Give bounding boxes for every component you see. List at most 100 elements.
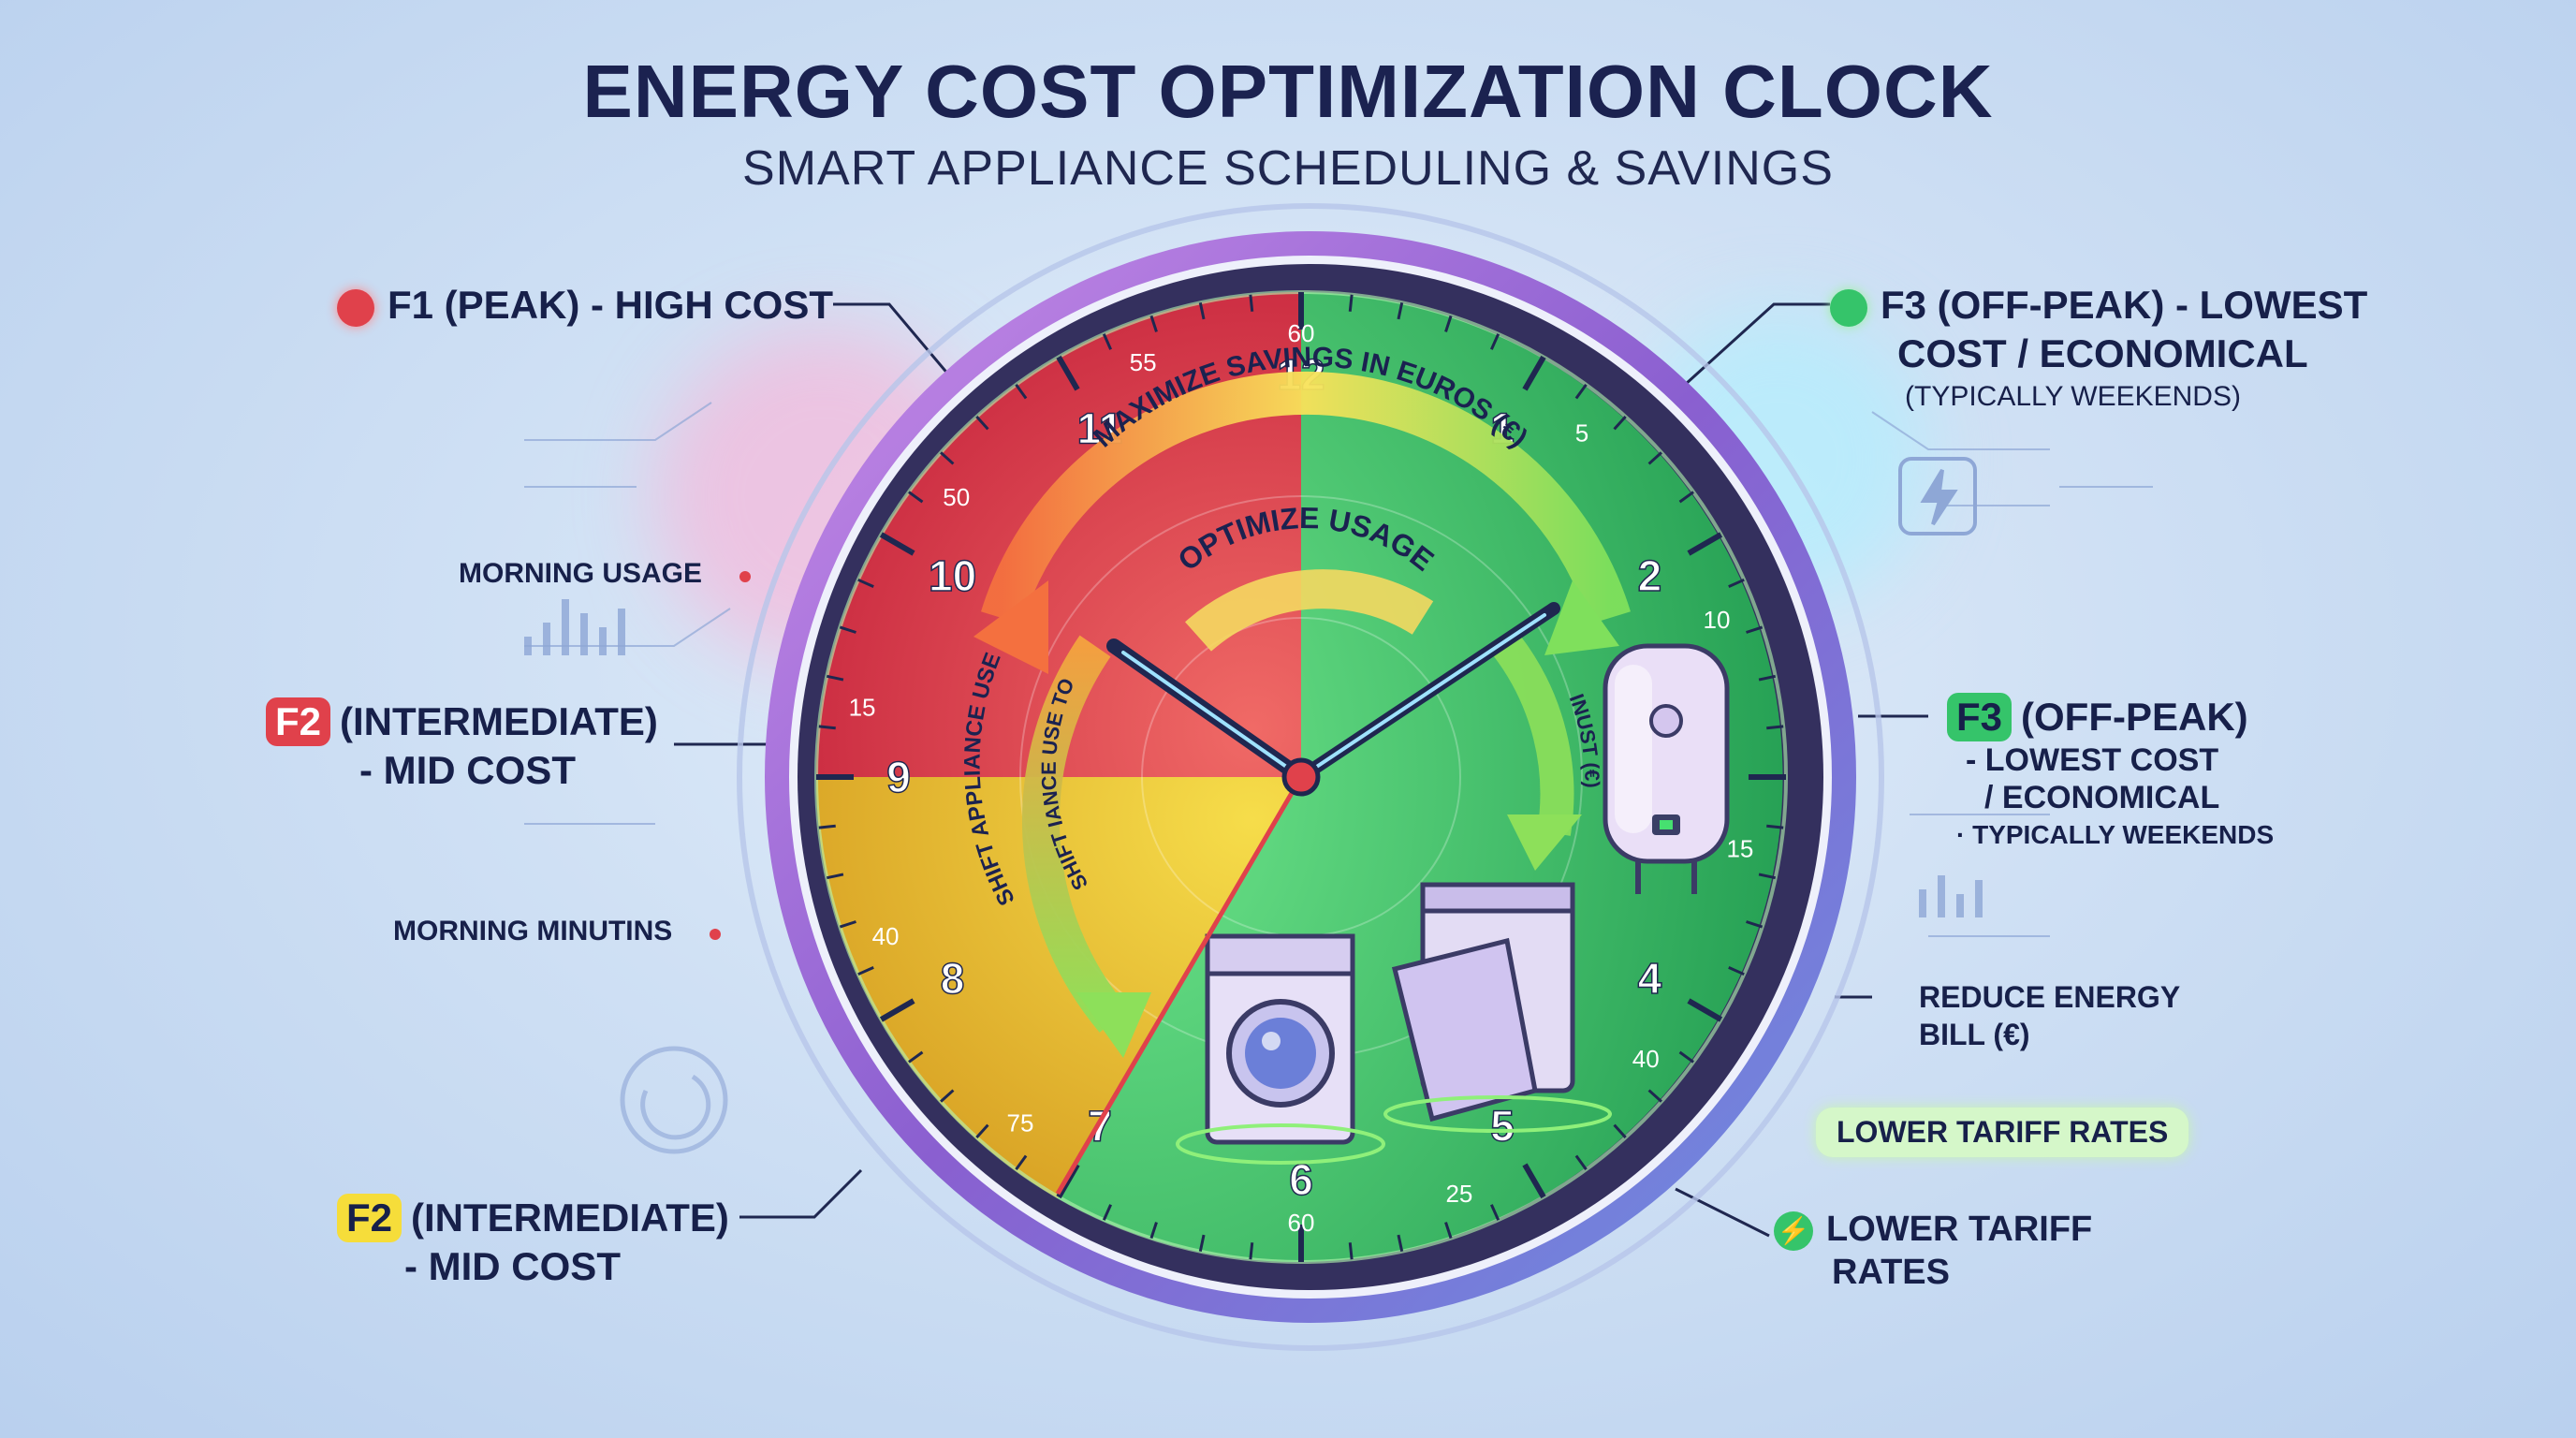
- f3-top-note: (TYPICALLY WEEKENDS): [1905, 381, 2241, 412]
- label-f3-top: F3 (OFF-PEAK) - LOWEST COST / ECONOMICAL…: [1830, 281, 2367, 416]
- tick-mark: [1198, 1234, 1206, 1252]
- f3-mid-tag: F3: [1947, 693, 2012, 741]
- lightning-box-icon: [1898, 457, 1977, 536]
- hour-number-5: 5: [1490, 1101, 1515, 1150]
- lower-line2: RATES: [1832, 1253, 1950, 1292]
- minute-label-60: 60: [1288, 319, 1315, 347]
- tick-mark: [975, 1123, 989, 1138]
- lower-line1: LOWER TARIFF: [1826, 1210, 2093, 1249]
- tick-mark: [1149, 1222, 1158, 1240]
- label-f2-bottom: F2 (INTERMEDIATE) - MID COST: [337, 1194, 729, 1291]
- tick-mark: [1728, 965, 1745, 976]
- hour-number-10: 10: [929, 551, 976, 600]
- tick-mark: [1574, 1154, 1588, 1170]
- tick-mark: [1149, 315, 1158, 332]
- tick-mark: [1746, 920, 1764, 929]
- f2-top-tag: F2: [266, 697, 331, 746]
- label-reduce-bill: REDUCE ENERGY BILL (€): [1919, 978, 2180, 1053]
- f3-mid-line2: - LOWEST COST: [1966, 742, 2219, 778]
- hour-number-8: 8: [941, 954, 965, 1003]
- circuit-traces: [524, 402, 2153, 937]
- water-heater-icon: [1603, 643, 1730, 894]
- page-subtitle: SMART APPLIANCE SCHEDULING & SAVINGS: [742, 141, 1834, 196]
- swirl-icon: [620, 1046, 728, 1154]
- tick-mark: [1613, 1123, 1627, 1138]
- tick-mark: [975, 416, 989, 431]
- label-morning-usage: MORNING USAGE: [459, 555, 752, 593]
- tick-mark: [1687, 998, 1723, 1022]
- reduce-line1: REDUCE ENERGY: [1919, 980, 2181, 1014]
- minute-label-25: 25: [1445, 1180, 1472, 1208]
- tick-mark: [1397, 302, 1404, 320]
- tick-mark: [1522, 355, 1546, 391]
- tick-mark: [1728, 578, 1745, 589]
- tick-mark: [1056, 1163, 1080, 1199]
- morning-usage-text: MORNING USAGE: [459, 558, 703, 589]
- tick-mark: [1348, 294, 1354, 312]
- tick-mark: [1102, 1204, 1113, 1221]
- label-f3-mid: F3 (OFF-PEAK) - LOWEST COST / ECONOMICAL …: [1947, 693, 2274, 854]
- tick-mark: [1522, 1163, 1546, 1199]
- tick-mark: [1766, 725, 1784, 730]
- hour-number-2: 2: [1638, 551, 1662, 600]
- dishwasher-icon: [1383, 882, 1612, 1133]
- f2-bottom-tag: F2: [337, 1194, 402, 1242]
- minute-label-55: 55: [1130, 348, 1157, 376]
- tick-mark: [1678, 1050, 1694, 1064]
- washing-machine-icon: [1176, 933, 1385, 1165]
- tick-mark: [940, 451, 955, 465]
- tick-mark: [1444, 1222, 1453, 1240]
- tick-mark: [1758, 674, 1776, 682]
- tick-mark: [1015, 384, 1028, 400]
- tick-mark: [1489, 1204, 1500, 1221]
- tick-mark: [857, 578, 874, 589]
- hour-number-4: 4: [1638, 954, 1662, 1003]
- tick-mark: [1249, 294, 1254, 312]
- minute-label-15: 15: [1726, 835, 1753, 863]
- tick-mark: [1647, 451, 1662, 465]
- f3-mid-line1: (OFF-PEAK): [2021, 695, 2248, 739]
- tick-mark: [879, 998, 915, 1022]
- f2-bottom-line1: (INTERMEDIATE): [411, 1196, 729, 1240]
- tick-mark: [879, 532, 915, 556]
- f3-mid-line3: / ECONOMICAL: [1984, 780, 2220, 815]
- tick-mark: [1678, 491, 1694, 504]
- tick-mark: [1687, 532, 1723, 556]
- tick-mark: [1348, 1242, 1354, 1260]
- f1-text: F1 (PEAK) - HIGH COST: [388, 283, 834, 327]
- tick-mark: [1015, 1154, 1028, 1170]
- label-morning-minutins: MORNING MINUTINS: [393, 913, 722, 950]
- tick-mark: [1249, 1242, 1254, 1260]
- f3-mid-note: · TYPICALLY WEEKENDS: [1956, 820, 2275, 849]
- tick-mark: [818, 824, 836, 829]
- tick-mark: [1613, 416, 1627, 431]
- minute-label-40: 40: [872, 922, 900, 950]
- minute-label-50: 50: [943, 483, 970, 511]
- f3-top-line1: F3 (OFF-PEAK) - LOWEST: [1881, 283, 2368, 327]
- tick-mark: [1489, 333, 1500, 350]
- page-title: ENERGY COST OPTIMIZATION CLOCK: [582, 50, 1994, 133]
- f3-top-line2: COST / ECONOMICAL: [1897, 331, 2308, 375]
- tick-mark: [1758, 873, 1776, 880]
- tick-mark: [1102, 333, 1113, 350]
- minute-label-75: 75: [1007, 1108, 1034, 1137]
- tick-mark: [1056, 355, 1080, 391]
- f2-top-line1: (INTERMEDIATE): [340, 699, 658, 743]
- minute-label-5: 5: [1575, 419, 1588, 448]
- tick-mark: [1746, 625, 1764, 634]
- tick-marks: [816, 292, 1786, 1262]
- tick-mark: [827, 873, 844, 880]
- f2-bottom-line2: - MID COST: [404, 1244, 621, 1288]
- tick-mark: [839, 920, 856, 929]
- tick-mark: [1444, 315, 1453, 332]
- red-dot-icon: [337, 288, 374, 327]
- tick-mark: [908, 1050, 924, 1064]
- tick-mark: [1647, 1089, 1662, 1103]
- tick-mark: [818, 725, 836, 730]
- label-f2-top: F2 (INTERMEDIATE) - MID COST: [266, 697, 658, 795]
- green-dot-icon: [1830, 288, 1867, 327]
- tick-mark: [1397, 1234, 1404, 1252]
- reduce-line2: BILL (€): [1919, 1018, 2030, 1051]
- tick-mark: [857, 965, 874, 976]
- tick-mark: [1766, 824, 1784, 829]
